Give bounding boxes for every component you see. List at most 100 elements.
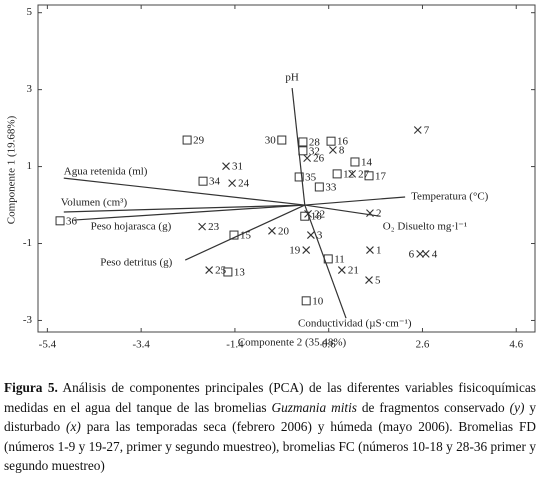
y-tick-label: 3 (27, 83, 33, 95)
point-label: 31 (232, 161, 243, 173)
point-square (223, 267, 233, 277)
point-label: 12 (343, 168, 354, 180)
point-label: 8 (339, 145, 345, 157)
x-axis-label: Componente 2 (35.48%) (238, 337, 347, 349)
point-square (198, 176, 208, 186)
point-label: 13 (234, 267, 246, 279)
vector-label: Agua retenida (ml) (64, 166, 148, 178)
point-label: 22 (314, 208, 325, 220)
point-x (303, 154, 312, 163)
caption-text: y disturbado (4, 399, 537, 435)
point-square (300, 211, 310, 221)
point-label: 35 (305, 171, 317, 183)
point-label: 28 (309, 136, 321, 148)
point-square (301, 296, 311, 306)
point-label: 24 (238, 178, 250, 190)
point-square (277, 135, 287, 145)
point-label: 11 (334, 253, 345, 265)
x-tick-label: 4.6 (509, 339, 523, 351)
y-tick-label: 5 (27, 6, 33, 18)
point-x (306, 231, 315, 239)
point-label: 25 (215, 265, 227, 277)
point-x (348, 169, 357, 178)
x-tick-label: -5.4 (39, 339, 57, 351)
point-square (364, 171, 374, 181)
point-square (55, 216, 65, 226)
point-x (365, 276, 373, 284)
point-label: 3 (317, 230, 323, 242)
vector-label: pH (285, 72, 299, 84)
loading-vector (63, 177, 305, 206)
point-x (304, 210, 312, 218)
caption-label: Figura 5. (4, 380, 58, 395)
chart: Componente 2 (35.48%) Componente 1 (19.6… (6, 4, 536, 351)
caption-text: para las temporadas seca (febrero 2006) … (4, 419, 536, 474)
point-label: 17 (375, 170, 387, 182)
point-square (332, 169, 342, 179)
point-label: 34 (209, 176, 221, 188)
caption-symbol: (x) (66, 419, 81, 435)
point-square (350, 157, 360, 167)
point-label: 16 (337, 136, 349, 148)
caption-species: Guzmania mitis (271, 399, 357, 415)
point-label: 6 (409, 248, 415, 260)
loading-vector (304, 196, 406, 206)
loading-vector (184, 204, 306, 261)
x-tick-label: -3.4 (132, 339, 150, 351)
point-square (229, 230, 239, 240)
y-axis-label: Componente 1 (19.68%) (6, 115, 18, 224)
loading-vector (304, 204, 347, 319)
point-square (298, 146, 308, 156)
loading-vector (63, 204, 305, 213)
point-x (366, 246, 374, 254)
point-x (268, 226, 276, 235)
x-tick-label: -1.4 (226, 339, 244, 351)
y-tick-label: -3 (23, 314, 33, 326)
point-square (326, 136, 336, 146)
point-label: 1 (376, 245, 382, 257)
point-label: 30 (265, 135, 277, 147)
caption-symbol: (y) (509, 399, 525, 415)
point-square (298, 137, 308, 147)
point-square (323, 254, 333, 264)
vector-label: Peso detritus (g) (100, 257, 172, 269)
figure-caption: Figura 5. Análisis de componentes princi… (4, 378, 536, 476)
point-label: 10 (312, 295, 324, 307)
point-x (366, 209, 374, 218)
vector-label: Peso hojarasca (g) (91, 221, 172, 233)
point-x (205, 266, 214, 274)
point-x (222, 162, 230, 171)
point-label: 2 (376, 208, 382, 220)
point-square (182, 135, 192, 145)
point-label: 7 (424, 125, 430, 137)
point-label: 27 (358, 168, 370, 180)
point-x (337, 266, 346, 274)
point-label: 4 (432, 248, 438, 260)
point-label: 29 (193, 135, 205, 147)
point-x (228, 179, 236, 188)
plot-frame (37, 4, 536, 333)
point-label: 33 (325, 181, 337, 193)
point-x (329, 146, 337, 154)
y-tick-label: 1 (27, 160, 33, 172)
y-tick-label: -1 (23, 237, 32, 249)
point-label: 20 (278, 225, 290, 237)
x-tick-label: 0.6 (322, 339, 336, 351)
point-label: 21 (348, 265, 359, 277)
vector-label: Conductividad (µS·cm⁻¹) (298, 318, 412, 330)
point-label: 19 (289, 245, 301, 257)
caption-text: de fragmentos conservado (356, 399, 510, 415)
point-square (314, 182, 324, 192)
point-label: 18 (311, 211, 323, 223)
point-x (421, 250, 430, 258)
point-x (416, 250, 425, 258)
point-label: 32 (309, 145, 320, 157)
vector-label: O₂ Disuelto mg·l⁻¹ (383, 221, 467, 233)
point-label: 5 (375, 275, 381, 287)
loading-vector (73, 204, 305, 221)
loading-vector (304, 204, 380, 217)
x-tick-label: 2.6 (416, 339, 430, 351)
caption-text: Análisis de componentes principales (PCA… (4, 380, 536, 415)
point-x (302, 246, 311, 254)
